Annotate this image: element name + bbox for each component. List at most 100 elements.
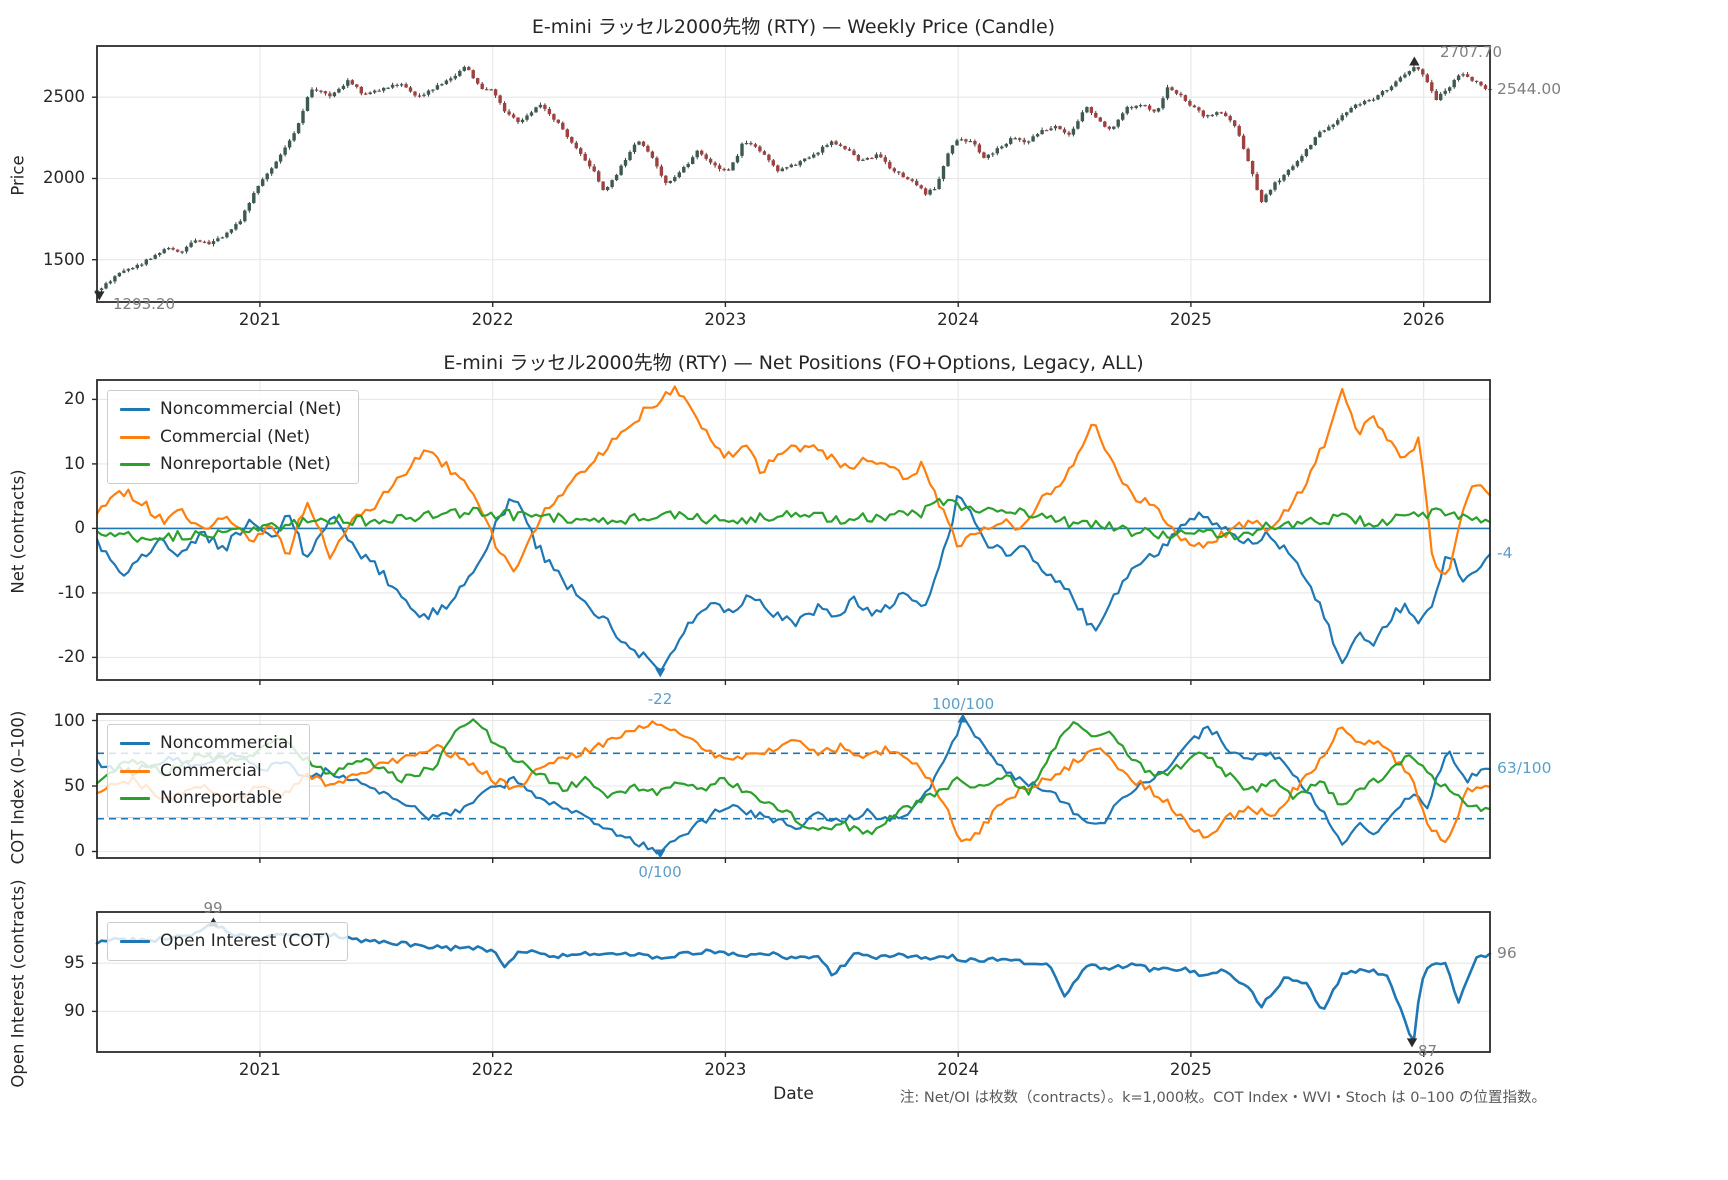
legend-label: Nonreportable (Net) xyxy=(160,454,331,475)
candle-body xyxy=(144,259,148,265)
candle-body xyxy=(1241,135,1246,149)
candle-body xyxy=(270,168,274,174)
x-tick-label: 2021 xyxy=(238,1060,281,1079)
candle-body xyxy=(923,188,928,195)
candles-group xyxy=(95,63,1492,294)
net-min-annotation: -22 xyxy=(647,690,673,708)
candle-body xyxy=(153,255,157,259)
series-line xyxy=(95,497,1492,543)
candle-body xyxy=(413,91,417,96)
x-tick-label: 2026 xyxy=(1402,310,1445,329)
candle-body xyxy=(1264,194,1268,202)
price-last-value-label: 2544.00 xyxy=(1497,80,1562,98)
candle-body xyxy=(1474,80,1479,82)
candle-body xyxy=(740,143,744,156)
candle-body xyxy=(870,157,874,160)
legend-item: Nonreportable xyxy=(120,789,293,808)
legend-item: Nonreportable (Net) xyxy=(120,455,342,474)
candle-body xyxy=(323,91,328,94)
candle-body xyxy=(749,143,753,145)
x-tick-label: 2022 xyxy=(471,1060,514,1079)
candle-body xyxy=(865,157,870,160)
candle-body xyxy=(1291,166,1295,170)
candle-body xyxy=(937,179,941,189)
candle-body xyxy=(274,161,278,169)
candle-body xyxy=(1067,132,1071,135)
candle-body xyxy=(404,84,408,88)
down-triangle-marker xyxy=(655,668,666,678)
candle-body xyxy=(1031,136,1035,142)
candle-body xyxy=(431,89,435,91)
candle-body xyxy=(991,153,995,155)
candle-body xyxy=(829,141,834,145)
candle-body xyxy=(328,93,332,97)
candle-body xyxy=(202,241,207,243)
net-positions-chart xyxy=(92,379,1492,685)
legend-item: Commercial (Net) xyxy=(120,427,342,447)
candle-body xyxy=(493,89,498,96)
candle-body xyxy=(1371,99,1376,101)
candle-body xyxy=(292,133,296,141)
candle-body xyxy=(265,173,269,180)
candle-body xyxy=(1470,77,1474,81)
candle-body xyxy=(664,175,668,183)
down-triangle-marker xyxy=(94,291,105,301)
candle-body xyxy=(552,114,556,120)
candle-body xyxy=(108,281,113,284)
y-tick-label: -20 xyxy=(58,647,85,667)
candle-body xyxy=(256,185,260,193)
candle-body xyxy=(1089,107,1094,113)
candle-body xyxy=(480,83,484,90)
candle-body xyxy=(207,241,211,245)
candle-body xyxy=(843,146,847,150)
candle-body xyxy=(314,89,319,91)
candle-body xyxy=(1161,98,1165,109)
candle-body xyxy=(955,140,959,146)
candle-body xyxy=(1027,141,1031,143)
candle-body xyxy=(538,104,543,108)
candle-body xyxy=(1009,138,1013,144)
candle-body xyxy=(1282,174,1286,181)
candle-body xyxy=(1416,67,1420,70)
down-triangle-marker xyxy=(1406,1038,1418,1048)
price-max-annotation: 2707.70 xyxy=(1440,43,1503,61)
candle-body xyxy=(1152,109,1156,112)
candle-body xyxy=(435,85,440,90)
candle-body xyxy=(135,264,139,268)
candle-body xyxy=(476,78,480,84)
candle-body xyxy=(1403,74,1407,78)
x-tick-label: 2026 xyxy=(1402,1060,1445,1079)
candle-body xyxy=(932,189,937,191)
candle-body xyxy=(332,92,337,97)
candle-body xyxy=(462,67,466,71)
candle-body xyxy=(1340,115,1344,121)
axes-frame xyxy=(96,45,1491,303)
candle-body xyxy=(1201,110,1205,117)
legend-label: Open Interest (COT) xyxy=(160,931,331,951)
net-positions-legend: Noncommercial (Net) Commercial (Net) Non… xyxy=(107,390,359,485)
candle-body xyxy=(1143,105,1147,107)
candle-body xyxy=(511,114,516,118)
commercial-line-swatch xyxy=(120,769,150,773)
candle-body xyxy=(588,160,592,167)
candle-body xyxy=(126,268,131,271)
candle-body xyxy=(1134,105,1138,108)
candle-body xyxy=(1040,130,1044,135)
candle-body xyxy=(673,177,677,181)
candle-body xyxy=(570,137,574,143)
candle-body xyxy=(677,172,681,178)
candle-body xyxy=(1345,112,1349,116)
candle-body xyxy=(1389,86,1394,91)
candle-body xyxy=(211,241,216,245)
candle-body xyxy=(959,139,964,141)
y-tick-label: 1500 xyxy=(43,249,85,269)
legend-item: Open Interest (COT) xyxy=(120,932,331,951)
y-tick-label: 50 xyxy=(64,776,85,795)
y-tick-label: 95 xyxy=(64,953,85,973)
candle-body xyxy=(762,151,767,155)
candle-body xyxy=(1421,69,1425,75)
open-interest-max-annotation: 99 xyxy=(203,899,223,917)
candle-body xyxy=(614,174,619,181)
candle-body xyxy=(283,147,287,155)
candle-body xyxy=(395,84,399,86)
